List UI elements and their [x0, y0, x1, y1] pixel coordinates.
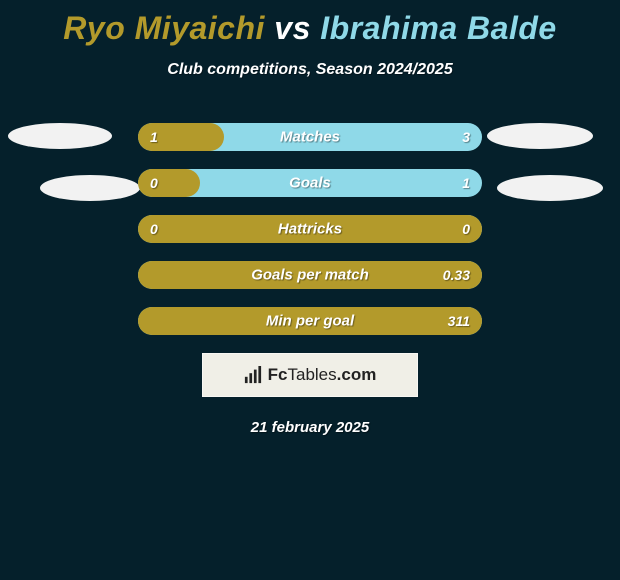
stat-value-left: 0: [150, 221, 158, 237]
decor-ellipse-right-top: [487, 123, 593, 149]
title-vs: vs: [274, 10, 311, 46]
title-player1: Ryo Miyaichi: [63, 10, 265, 46]
logo-text: FcTables.com: [268, 365, 377, 385]
logo-com: .com: [337, 365, 377, 384]
stat-value-left: 1: [150, 129, 158, 145]
stat-label: Goals: [138, 175, 482, 192]
date-text: 21 february 2025: [0, 419, 620, 436]
decor-ellipse-left-top: [8, 123, 112, 149]
logo-fc: Fc: [268, 365, 288, 384]
decor-ellipse-left-bottom: [40, 175, 140, 201]
bars-icon: [244, 366, 262, 384]
page-title: Ryo Miyaichi vs Ibrahima Balde: [0, 0, 620, 47]
fctables-logo[interactable]: FcTables.com: [202, 353, 418, 397]
stat-row: Matches1 3: [138, 123, 482, 151]
stat-value-right: 3: [462, 129, 470, 145]
stat-row: Min per goal311: [138, 307, 482, 335]
stat-label: Min per goal: [138, 313, 482, 330]
stat-row: Goals0 1: [138, 169, 482, 197]
decor-ellipse-right-bottom: [497, 175, 603, 201]
stat-label: Matches: [138, 129, 482, 146]
stat-value-right: 1: [462, 175, 470, 191]
stat-label: Hattricks: [138, 221, 482, 238]
stat-label: Goals per match: [138, 267, 482, 284]
logo-tables: Tables: [288, 365, 337, 384]
stat-value-right: 0.33: [443, 267, 470, 283]
stat-row: Hattricks0 0: [138, 215, 482, 243]
stats-area: Matches13Goals01Hattricks00Goals per mat…: [0, 123, 620, 436]
title-player2: Ibrahima Balde: [320, 10, 556, 46]
stat-row: Goals per match0.33: [138, 261, 482, 289]
stat-value-right: 311: [448, 313, 470, 329]
stat-value-right: 0: [462, 221, 470, 237]
subtitle: Club competitions, Season 2024/2025: [0, 61, 620, 79]
stat-value-left: 0: [150, 175, 158, 191]
